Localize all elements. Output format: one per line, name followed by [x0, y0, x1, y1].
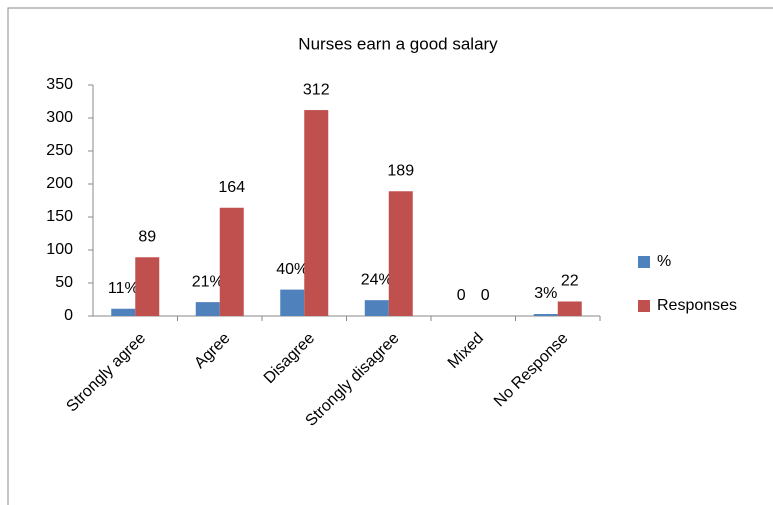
y-tick-label: 200: [46, 175, 73, 192]
x-tick-label: Strongly disagree: [302, 330, 402, 430]
y-tick-label: 0: [64, 307, 73, 324]
y-tick-label: 100: [46, 241, 73, 258]
chart-title: Nurses earn a good salary: [298, 34, 498, 53]
data-label: 0: [457, 287, 466, 304]
bar: [219, 207, 244, 316]
y-tick-label: 150: [46, 208, 73, 225]
data-label: 89: [138, 228, 156, 245]
data-label: 21%: [192, 273, 224, 290]
data-label: 40%: [276, 261, 308, 278]
bar: [135, 257, 160, 316]
legend-label: %: [657, 253, 671, 270]
data-label: 22: [561, 273, 579, 290]
x-tick-label: Strongly agree: [63, 330, 149, 416]
bar: [280, 289, 305, 316]
data-label: 189: [387, 162, 414, 179]
bar: [364, 300, 389, 316]
data-label: 11%: [108, 280, 139, 297]
x-tick-label: No Response: [491, 330, 572, 411]
y-tick-label: 250: [46, 142, 73, 159]
data-label: 24%: [361, 271, 393, 288]
y-tick-label: 50: [55, 274, 73, 291]
x-tick-label: Mixed: [445, 330, 487, 372]
legend-swatch: [638, 300, 650, 312]
legend-swatch: [638, 256, 650, 268]
y-tick-label: 300: [46, 109, 73, 126]
bar: [195, 302, 220, 316]
bar: [388, 191, 413, 316]
x-tick-label: Disagree: [261, 330, 318, 387]
bar: [111, 308, 136, 316]
data-label: 0: [481, 287, 490, 304]
data-label: 312: [303, 81, 330, 98]
bar: [557, 301, 582, 316]
legend-label: Responses: [657, 297, 737, 314]
chart-frame: [7, 7, 773, 505]
bar: [304, 110, 329, 316]
data-label: 164: [218, 179, 245, 196]
y-tick-label: 350: [46, 76, 73, 93]
bar: [533, 314, 558, 316]
x-tick-label: Agree: [191, 330, 233, 372]
data-label: 3%: [534, 285, 557, 302]
